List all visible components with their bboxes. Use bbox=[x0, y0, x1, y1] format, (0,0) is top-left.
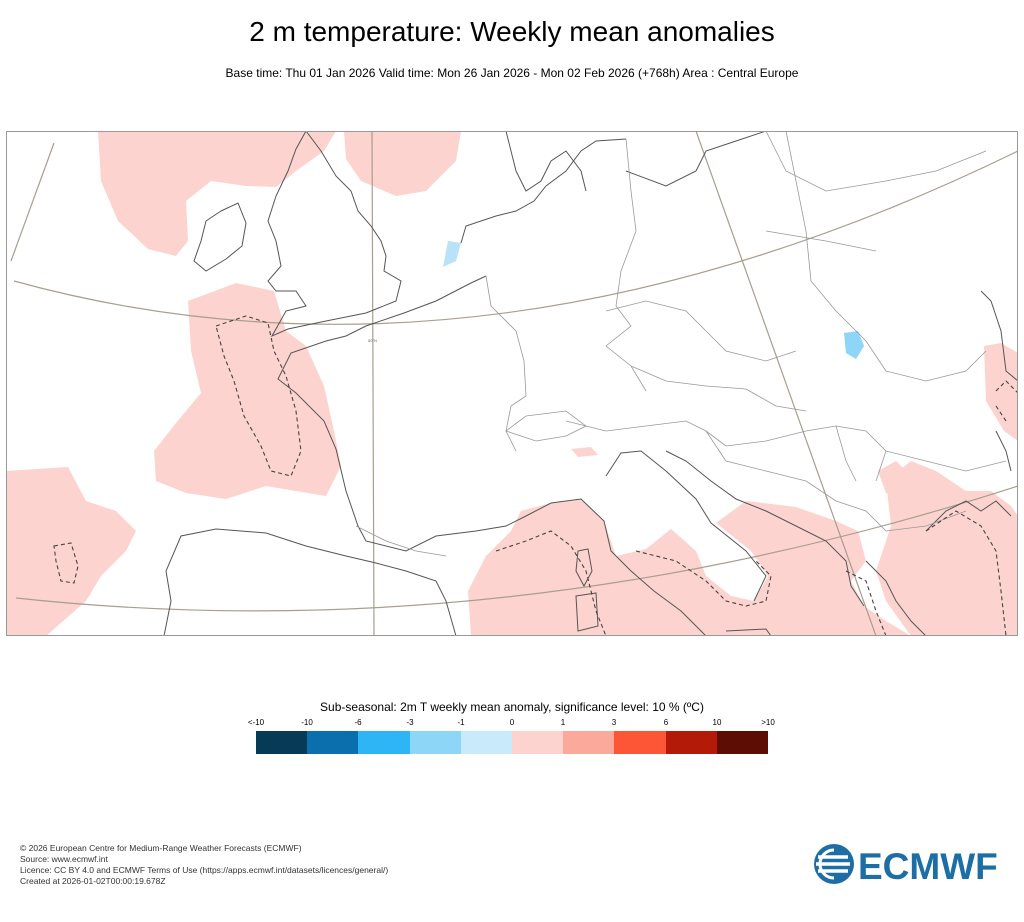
border-france-belgium-germany bbox=[485, 275, 527, 452]
border-czechia-slovakia-austria bbox=[630, 365, 807, 412]
coastline-france bbox=[277, 275, 527, 552]
significance-contour-biscay bbox=[215, 315, 302, 477]
anomaly-area-serbia bbox=[878, 461, 911, 496]
significance-contours bbox=[53, 315, 1018, 636]
legend-label: -6 bbox=[354, 718, 362, 727]
legend-swatch-1 bbox=[307, 731, 359, 754]
coastline-great-britain bbox=[267, 131, 402, 338]
anomaly-area-mediterranean bbox=[468, 499, 911, 636]
legend-swatch-7 bbox=[614, 731, 666, 754]
footer-source: Source: www.ecmwf.int bbox=[20, 854, 108, 864]
significance-contour-iberia bbox=[53, 542, 79, 584]
footer-credits: © 2026 European Centre for Medium-Range … bbox=[20, 843, 388, 887]
coastline-adriatic-east bbox=[665, 450, 865, 607]
coastline-denmark bbox=[505, 131, 587, 192]
border-spain-france bbox=[355, 525, 447, 557]
coastline-ireland bbox=[193, 202, 247, 272]
significance-contour-aegean bbox=[925, 510, 1007, 636]
border-austria-italy-slovenia bbox=[565, 420, 727, 447]
border-romania-bulgaria bbox=[885, 450, 1007, 532]
coastline-black-sea bbox=[980, 290, 1018, 472]
border-balkans bbox=[705, 425, 887, 532]
anomaly-area-biscay bbox=[154, 283, 341, 499]
legend-color-bar bbox=[256, 731, 769, 754]
legend-swatch-6 bbox=[563, 731, 615, 754]
legend-swatch-4 bbox=[460, 731, 513, 754]
anomaly-area-north-sea bbox=[344, 131, 461, 196]
coastline-italy bbox=[525, 450, 767, 636]
significance-contour-balkans bbox=[845, 570, 887, 636]
legend-labels: <-10 -10 -6 -3 -1 0 1 3 6 10 >10 bbox=[0, 718, 1024, 728]
anomaly-area-north-atlantic bbox=[98, 131, 336, 256]
coastline-greece bbox=[865, 500, 1012, 636]
chart-title: 2 m temperature: Weekly mean anomalies bbox=[249, 16, 775, 47]
latitude-label: 50°N bbox=[368, 338, 377, 343]
legend-label: 3 bbox=[611, 718, 617, 727]
latitude-line-south bbox=[15, 485, 1018, 612]
legend-label: -10 bbox=[301, 718, 313, 727]
legend-swatch-0 bbox=[256, 731, 308, 754]
border-switzerland bbox=[505, 410, 587, 442]
legend-swatch-9 bbox=[716, 731, 769, 754]
border-germany-poland bbox=[605, 138, 647, 392]
legend-swatch-5 bbox=[512, 731, 564, 754]
footer-created: Created at 2026-01-02T00:00:19.678Z bbox=[20, 876, 166, 886]
footer-copyright: © 2026 European Centre for Medium-Range … bbox=[20, 843, 302, 853]
legend-title: Sub-seasonal: 2m T weekly mean anomaly, … bbox=[320, 700, 704, 714]
significance-contour-black-sea bbox=[995, 380, 1018, 422]
legend-label: -3 bbox=[406, 718, 414, 727]
coastline-sardinia bbox=[575, 592, 599, 632]
significance-contour-mediterranean bbox=[495, 530, 772, 636]
ecmwf-logo: ECMWF bbox=[814, 844, 998, 885]
ecmwf-logo-mark bbox=[814, 844, 854, 884]
anomaly-area-balkans-aegean bbox=[876, 461, 1018, 636]
coastline-netherlands-germany bbox=[460, 138, 627, 244]
legend-swatch-2 bbox=[358, 731, 410, 754]
border-germany-czechia bbox=[605, 300, 797, 362]
footer-licence: Licence: CC BY 4.0 and ECMWF Terms of Us… bbox=[20, 865, 389, 875]
border-poland-east bbox=[785, 131, 987, 382]
anomaly-area-netherlands bbox=[443, 241, 461, 267]
ecmwf-logo-text: ECMWF bbox=[858, 846, 998, 885]
positive-anomaly-areas bbox=[6, 131, 1018, 636]
anomaly-map: 50°N bbox=[6, 131, 1018, 636]
negative-anomaly-areas bbox=[443, 241, 864, 359]
anomaly-area-black-sea bbox=[984, 343, 1018, 441]
coastlines bbox=[163, 131, 1018, 636]
legend-swatch-8 bbox=[665, 731, 717, 754]
chart-subtitle: Base time: Thu 01 Jan 2026 Valid time: M… bbox=[225, 66, 799, 80]
legend-label: 6 bbox=[663, 718, 669, 727]
coastline-iberia bbox=[163, 528, 457, 636]
graticule bbox=[10, 131, 1018, 636]
anomaly-area-iberia-west bbox=[6, 467, 136, 636]
latitude-line-north bbox=[13, 150, 1018, 325]
coastline-sicily bbox=[725, 628, 772, 636]
legend-swatch-3 bbox=[409, 731, 461, 754]
legend-label: 1 bbox=[560, 718, 566, 727]
legend-label: 0 bbox=[509, 718, 515, 727]
legend-label: -1 bbox=[457, 718, 465, 727]
longitude-line-west bbox=[371, 131, 375, 636]
legend-label: >10 bbox=[761, 718, 775, 727]
longitude-line-east bbox=[695, 131, 877, 636]
legend-label: <-10 bbox=[247, 718, 265, 727]
border-baltic-states bbox=[765, 131, 987, 252]
anomaly-area-ligurian bbox=[571, 447, 598, 457]
legend-label: 10 bbox=[712, 718, 722, 727]
anomaly-area-poland bbox=[844, 331, 864, 359]
coastline-baltic bbox=[625, 131, 767, 187]
longitude-line-west-far bbox=[10, 142, 55, 262]
map-frame bbox=[6, 131, 1018, 636]
country-borders bbox=[355, 131, 1007, 557]
